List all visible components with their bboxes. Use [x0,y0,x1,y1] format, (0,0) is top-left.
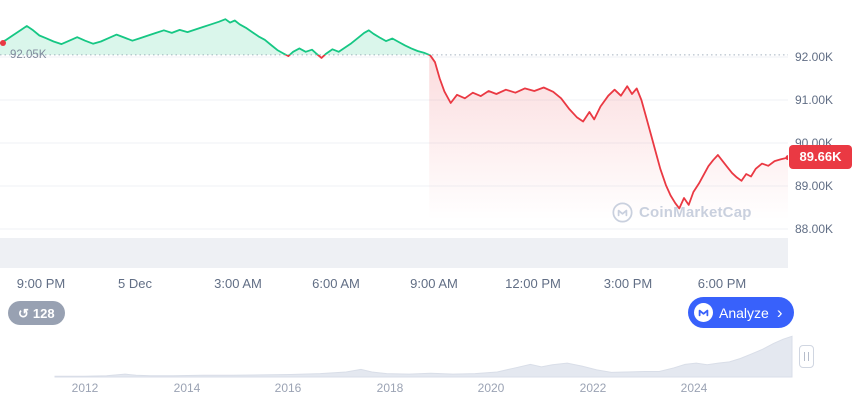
baseline-price-label: 92.05K [10,49,47,61]
history-count: 128 [32,305,55,321]
analyze-button[interactable]: Analyze › [688,297,795,328]
y-axis-label: 91.00K [795,93,834,107]
time-axis: 9:00 PM 5 Dec 3:00 AM 6:00 AM 9:00 AM 12… [0,276,788,294]
main-price-chart[interactable]: 92.05K CoinMarketCap [0,0,788,270]
history-icon: ↺ [18,305,29,321]
x-axis-label: 9:00 PM [16,276,66,291]
year-label: 2012 [71,381,99,395]
history-silhouette [54,335,793,378]
navigator-year-axis: 2012 2014 2016 2018 2020 2022 2024 [0,381,860,397]
series-start-dot [0,40,6,46]
year-label: 2020 [477,381,505,395]
price-area-down [429,54,788,236]
current-price-badge: 89.66K [789,145,852,169]
year-label: 2016 [274,381,302,395]
history-count-pill[interactable]: ↺ 128 [8,301,65,325]
x-axis-label: 6:00 AM [312,276,360,291]
year-label: 2018 [376,381,404,395]
navigator-handle[interactable] [799,345,814,368]
navigator-area-chart[interactable] [0,330,860,378]
coinmarketcap-logo-icon [612,202,633,223]
x-axis-label: 6:00 PM [697,276,747,291]
coinmarketcap-watermark: CoinMarketCap [612,202,752,223]
year-label: 2024 [680,381,708,395]
analyze-label: Analyze [719,304,769,321]
current-price-dot [785,155,788,161]
y-axis-label: 92.00K [795,50,834,64]
y-axis-label: 89.00K [795,179,834,193]
year-label: 2014 [173,381,201,395]
price-area-up [0,19,788,55]
watermark-text: CoinMarketCap [639,204,752,221]
x-axis-label: 3:00 AM [214,276,262,291]
x-axis-label: 9:00 AM [410,276,458,291]
x-axis-label: 5 Dec [118,276,152,291]
range-navigator[interactable] [0,330,860,378]
volume-band [0,238,788,268]
year-label: 2022 [579,381,607,395]
price-line-up [0,18,431,55]
price-axis: 92.00K 91.00K 90.00K 89.00K 88.00K 89.66… [788,0,860,270]
y-axis-label: 88.00K [795,222,834,236]
x-axis-label: 12:00 PM [505,276,561,291]
x-axis-label: 3:00 PM [603,276,653,291]
price-line-down [284,54,788,210]
chevron-right-icon: › [776,303,783,322]
coinmarketcap-logo-icon [694,303,713,322]
price-line-chart[interactable] [0,0,788,270]
